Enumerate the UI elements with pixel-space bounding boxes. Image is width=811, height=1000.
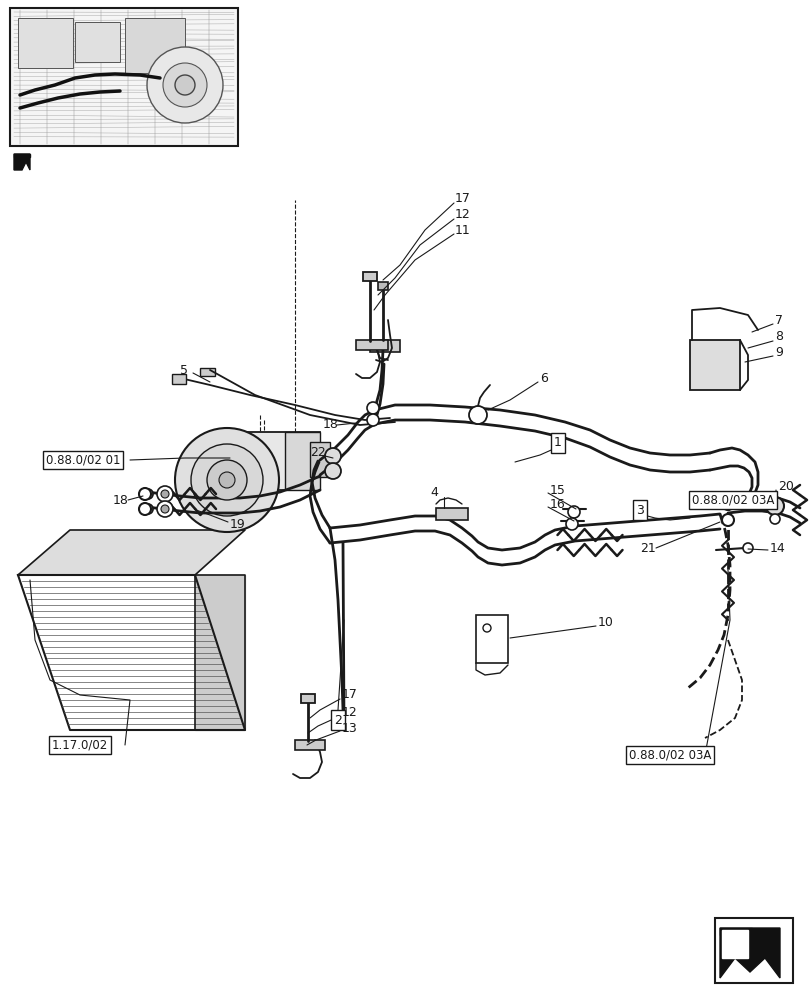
Bar <box>363 272 376 281</box>
Circle shape <box>143 489 152 499</box>
Text: 6: 6 <box>539 371 547 384</box>
Circle shape <box>161 490 169 498</box>
Text: 0.88.0/02 03A: 0.88.0/02 03A <box>691 493 773 506</box>
Bar <box>294 740 324 750</box>
Bar <box>172 374 186 384</box>
Text: 21: 21 <box>639 542 655 554</box>
Text: 13: 13 <box>341 722 358 734</box>
Bar <box>125 18 185 73</box>
Text: 20: 20 <box>777 480 793 492</box>
Text: 12: 12 <box>341 706 358 718</box>
Bar <box>18 18 73 68</box>
Bar <box>301 694 315 703</box>
Text: 17: 17 <box>454 192 470 205</box>
Circle shape <box>324 463 341 479</box>
Polygon shape <box>14 154 30 157</box>
Text: 1: 1 <box>553 436 561 450</box>
Circle shape <box>139 488 151 500</box>
Circle shape <box>163 63 207 107</box>
Circle shape <box>769 514 779 524</box>
Text: 17: 17 <box>341 688 358 702</box>
Bar <box>310 442 329 477</box>
Text: 0.88.0/02 01: 0.88.0/02 01 <box>45 454 120 466</box>
Text: 1.17.0/02: 1.17.0/02 <box>52 738 108 752</box>
Text: 14: 14 <box>769 542 785 554</box>
Circle shape <box>721 498 733 510</box>
Text: 22: 22 <box>310 446 325 458</box>
Polygon shape <box>195 575 245 730</box>
Circle shape <box>324 448 341 464</box>
Bar <box>436 508 467 520</box>
Circle shape <box>161 505 169 513</box>
Polygon shape <box>14 154 30 170</box>
Circle shape <box>157 486 173 502</box>
Circle shape <box>147 47 223 123</box>
Bar <box>714 918 792 983</box>
Text: 16: 16 <box>549 498 565 512</box>
Bar <box>245 432 320 490</box>
Bar <box>285 432 320 490</box>
Bar <box>75 22 120 62</box>
Bar <box>200 368 215 376</box>
Bar <box>475 615 508 663</box>
Polygon shape <box>719 928 751 935</box>
Text: 0.88.0/02 03A: 0.88.0/02 03A <box>628 748 710 762</box>
Text: 5: 5 <box>180 363 188 376</box>
Circle shape <box>191 444 263 516</box>
Polygon shape <box>719 928 779 978</box>
Polygon shape <box>18 530 245 575</box>
Circle shape <box>483 624 491 632</box>
Bar <box>378 282 388 290</box>
Bar <box>355 340 388 350</box>
Text: 4: 4 <box>430 486 437 498</box>
Circle shape <box>721 514 733 526</box>
Circle shape <box>157 501 173 517</box>
Circle shape <box>143 504 152 514</box>
Circle shape <box>207 460 247 500</box>
Text: 2: 2 <box>333 714 341 726</box>
Text: 11: 11 <box>454 224 470 236</box>
Text: 7: 7 <box>774 314 782 326</box>
Text: 15: 15 <box>549 484 565 496</box>
Text: 9: 9 <box>774 346 782 359</box>
Circle shape <box>568 506 579 518</box>
Text: 3: 3 <box>635 504 643 516</box>
Bar <box>689 340 739 390</box>
Circle shape <box>742 543 752 553</box>
Text: 12: 12 <box>454 209 470 222</box>
Circle shape <box>139 503 151 515</box>
Text: 10: 10 <box>597 615 613 629</box>
Bar <box>370 340 400 352</box>
Circle shape <box>175 428 279 532</box>
Bar <box>10 8 238 146</box>
Polygon shape <box>721 930 747 958</box>
Circle shape <box>367 402 379 414</box>
Circle shape <box>765 497 783 515</box>
Circle shape <box>175 75 195 95</box>
Text: 18: 18 <box>113 493 129 506</box>
Text: 19: 19 <box>230 518 246 530</box>
Text: 18: 18 <box>323 418 338 430</box>
Polygon shape <box>18 575 245 730</box>
Text: 8: 8 <box>774 330 782 344</box>
Circle shape <box>565 518 577 530</box>
Circle shape <box>367 414 379 426</box>
Circle shape <box>469 406 487 424</box>
Circle shape <box>219 472 234 488</box>
